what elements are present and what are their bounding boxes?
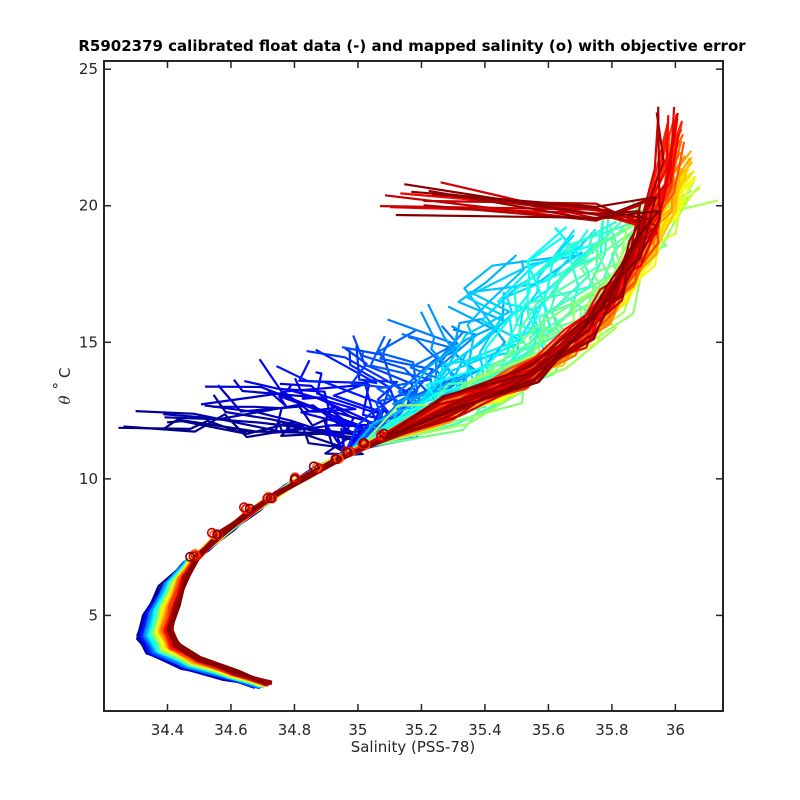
y-tick-label: 10 (79, 470, 98, 488)
mapped-salinity-marker (340, 446, 351, 457)
y-tick-label: 20 (79, 197, 98, 215)
mapped-salinity-marker (244, 503, 255, 514)
y-axis-label: θ ° C (50, 367, 74, 404)
mapped-salinity-marker (358, 437, 369, 448)
mapped-salinity-marker (378, 428, 389, 439)
x-tick-label: 34.8 (278, 721, 311, 739)
x-tick-label: 35.8 (595, 721, 628, 739)
x-tick-label: 34.6 (214, 721, 247, 739)
mapped-salinity-marker (262, 493, 273, 504)
y-tick-label: 5 (88, 606, 98, 624)
mapped-salinity-marker (188, 551, 199, 562)
x-tick-label: 34.4 (151, 721, 184, 739)
mapped-salinity-marker (265, 493, 276, 504)
x-axis-label: Salinity (PSS-78) (351, 738, 476, 756)
profile-line (169, 210, 660, 685)
y-axis-label-theta: θ (56, 395, 74, 404)
mapped-salinity-marker (342, 447, 353, 458)
y-tick-label: 25 (79, 60, 98, 78)
mapped-salinity-marker (308, 461, 319, 472)
plot-title: R5902379 calibrated float data (-) and m… (78, 37, 746, 55)
ticks-layer: 34.4 34.6 34.8 35 35.2 35.4 35.6 35.8 36 5 10 15 20 2… (79, 60, 723, 739)
x-tick-label: 35.4 (468, 721, 501, 739)
mapped-salinity-marker (240, 504, 251, 515)
x-tick-label: 36 (666, 721, 685, 739)
mapped-salinity-marker (313, 463, 324, 474)
mapped-salinity-marker (185, 551, 196, 562)
y-tick-label: 15 (79, 333, 98, 351)
svg-text:θ°C: θ ° C (50, 367, 74, 404)
mapped-salinity-marker (212, 529, 223, 540)
y-axis-label-degree: ° (50, 382, 68, 390)
mapped-salinity-marker (239, 502, 250, 513)
mapped-salinity-marker (289, 474, 300, 485)
axes-box (103, 60, 724, 712)
mapped-salinity-marker (376, 431, 387, 442)
data-layer (118, 106, 719, 690)
x-tick-label: 35 (348, 721, 367, 739)
y-axis-label-unit: C (56, 367, 74, 377)
mapped-salinity-marker (206, 527, 217, 538)
mapped-salinity-marker (330, 454, 341, 465)
x-tick-label: 35.2 (405, 721, 438, 739)
x-tick-label: 35.6 (532, 721, 565, 739)
